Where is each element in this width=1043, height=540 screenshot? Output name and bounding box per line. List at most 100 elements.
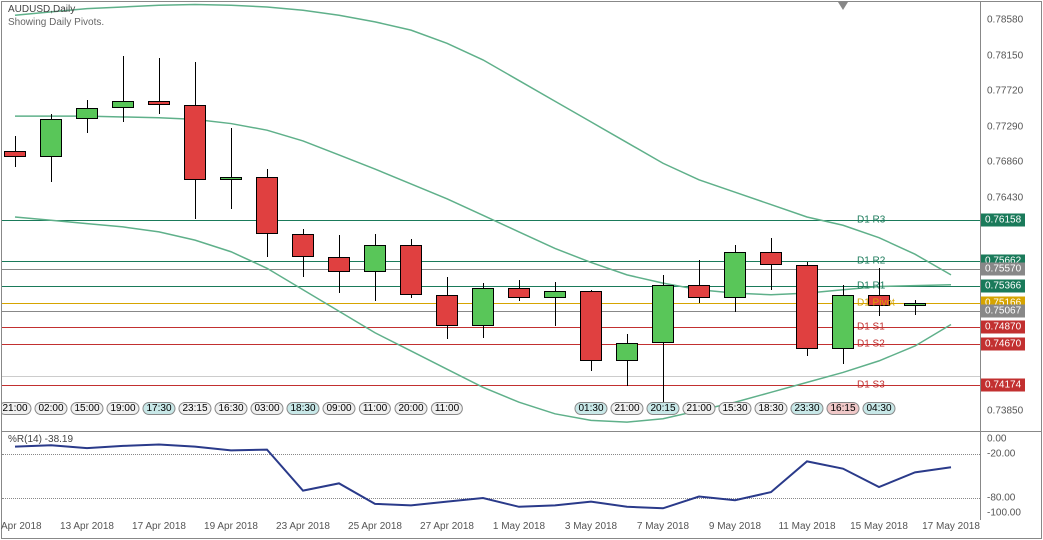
time-chip[interactable]: 15:00 <box>70 402 103 415</box>
pivot-label: D1 Pivot <box>857 297 976 308</box>
candle[interactable] <box>580 291 602 360</box>
time-chip[interactable]: 03:00 <box>250 402 283 415</box>
time-chip[interactable]: 15:30 <box>718 402 751 415</box>
candle[interactable] <box>544 291 566 298</box>
pivot-label: D1 R3 <box>857 215 976 226</box>
candle[interactable] <box>184 105 206 180</box>
time-chip[interactable]: 17:30 <box>142 402 175 415</box>
date-label: 13 Apr 2018 <box>60 521 114 532</box>
time-chip[interactable]: 16:30 <box>214 402 247 415</box>
price-tag: 0.76158 <box>981 214 1025 227</box>
price-tag: 0.74174 <box>981 378 1025 391</box>
time-chip[interactable]: 11:00 <box>431 402 463 415</box>
price-axis: 0.78580 0.78150 0.77720 0.77290 0.76860 0.764… <box>981 2 1041 432</box>
band-overlay <box>2 2 981 432</box>
candle[interactable] <box>436 295 458 326</box>
date-label: 17 Apr 2018 <box>132 521 186 532</box>
candle[interactable] <box>688 285 710 298</box>
price-tick: 0.76430 <box>987 192 1023 203</box>
pivot-label: D1 R2 <box>857 256 976 267</box>
date-label: 25 Apr 2018 <box>348 521 402 532</box>
time-chip[interactable]: 20:15 <box>646 402 679 415</box>
date-label: 17 May 2018 <box>922 521 980 532</box>
price-tick: 0.77720 <box>987 86 1023 97</box>
indicator-axis: 0.00 -20.00 -80.00 -100.00 <box>981 432 1041 520</box>
candle[interactable] <box>220 177 242 179</box>
price-tag: 0.75570 <box>981 263 1025 276</box>
chart-subtitle: Showing Daily Pivots. <box>8 17 104 28</box>
price-tag: 0.75366 <box>981 279 1025 292</box>
date-label: 9 May 2018 <box>709 521 761 532</box>
time-chip[interactable]: 21:00 <box>610 402 643 415</box>
price-tag: 0.74670 <box>981 337 1025 350</box>
pivot-label: D1 S2 <box>857 338 976 349</box>
candle[interactable] <box>292 234 314 257</box>
time-chip[interactable]: 01:30 <box>574 402 607 415</box>
date-label: 19 Apr 2018 <box>204 521 258 532</box>
time-chip[interactable]: 21:00 <box>2 402 32 415</box>
candle[interactable] <box>364 245 386 271</box>
candle-wick <box>879 268 880 316</box>
price-tick: 0.78150 <box>987 50 1023 61</box>
time-chip[interactable]: 04:30 <box>862 402 895 415</box>
time-chip[interactable]: 20:00 <box>394 402 427 415</box>
price-tick: 0.78580 <box>987 15 1023 26</box>
pivot-label: D1 R1 <box>857 280 976 291</box>
candle[interactable] <box>148 101 170 104</box>
date-label: 27 Apr 2018 <box>420 521 474 532</box>
price-tag: 0.74870 <box>981 320 1025 333</box>
candle[interactable] <box>724 252 746 298</box>
date-label: 15 May 2018 <box>850 521 908 532</box>
candle-wick <box>159 58 160 113</box>
candle[interactable] <box>616 343 638 361</box>
date-label: 7 May 2018 <box>637 521 689 532</box>
time-chip[interactable]: 02:00 <box>34 402 67 415</box>
time-chip[interactable]: 18:30 <box>754 402 787 415</box>
candle-wick <box>123 56 124 122</box>
time-chip[interactable]: 09:00 <box>322 402 355 415</box>
time-chip[interactable]: 23:30 <box>790 402 823 415</box>
candle[interactable] <box>760 252 782 265</box>
candle[interactable] <box>796 265 818 349</box>
candle[interactable] <box>472 288 494 326</box>
main-price-chart[interactable]: AUDUSD,Daily Showing Daily Pivots. D1 R3… <box>2 2 981 432</box>
time-chip[interactable]: 23:15 <box>178 402 211 415</box>
indicator-panel[interactable]: %R(14) -38.19 <box>2 432 981 520</box>
chart-title: AUDUSD,Daily <box>8 4 75 15</box>
candle[interactable] <box>40 119 62 157</box>
candle[interactable] <box>832 295 854 350</box>
candle[interactable] <box>256 177 278 233</box>
candle[interactable] <box>328 257 350 272</box>
date-label: 3 May 2018 <box>565 521 617 532</box>
price-tick: 0.77290 <box>987 121 1023 132</box>
indicator-tick: -20.00 <box>987 449 1015 460</box>
date-axis: 11 Apr 2018 13 Apr 2018 17 Apr 2018 19 Apr … <box>2 518 981 538</box>
indicator-tick: -100.00 <box>987 507 1021 518</box>
time-chip[interactable]: 19:00 <box>106 402 139 415</box>
indicator-line <box>2 432 981 520</box>
indicator-title: %R(14) -38.19 <box>8 434 73 445</box>
date-label: 1 May 2018 <box>493 521 545 532</box>
time-chip[interactable]: 18:30 <box>286 402 319 415</box>
time-chip[interactable]: 21:00 <box>682 402 715 415</box>
candle[interactable] <box>508 288 530 298</box>
candle-wick <box>555 282 556 327</box>
indicator-tick: -80.00 <box>987 493 1015 504</box>
date-label: 11 May 2018 <box>778 521 835 532</box>
candle-wick <box>231 128 232 209</box>
indicator-tick: 0.00 <box>987 434 1006 445</box>
candle[interactable] <box>112 101 134 108</box>
marker-triangle <box>838 2 848 10</box>
price-tag: 0.75067 <box>981 304 1025 317</box>
price-tick: 0.76860 <box>987 157 1023 168</box>
candle[interactable] <box>76 108 98 120</box>
pivot-label: D1 S3 <box>857 379 976 390</box>
date-label: 11 Apr 2018 <box>0 521 42 532</box>
pivot-label: D1 S1 <box>857 321 976 332</box>
candle[interactable] <box>652 285 674 343</box>
chart-wrapper: AUDUSD,Daily Showing Daily Pivots. D1 R3… <box>1 1 1042 539</box>
time-chip[interactable]: 16:15 <box>826 402 859 415</box>
candle[interactable] <box>400 245 422 295</box>
time-chip[interactable]: 11:00 <box>359 402 391 415</box>
candle[interactable] <box>4 151 26 158</box>
